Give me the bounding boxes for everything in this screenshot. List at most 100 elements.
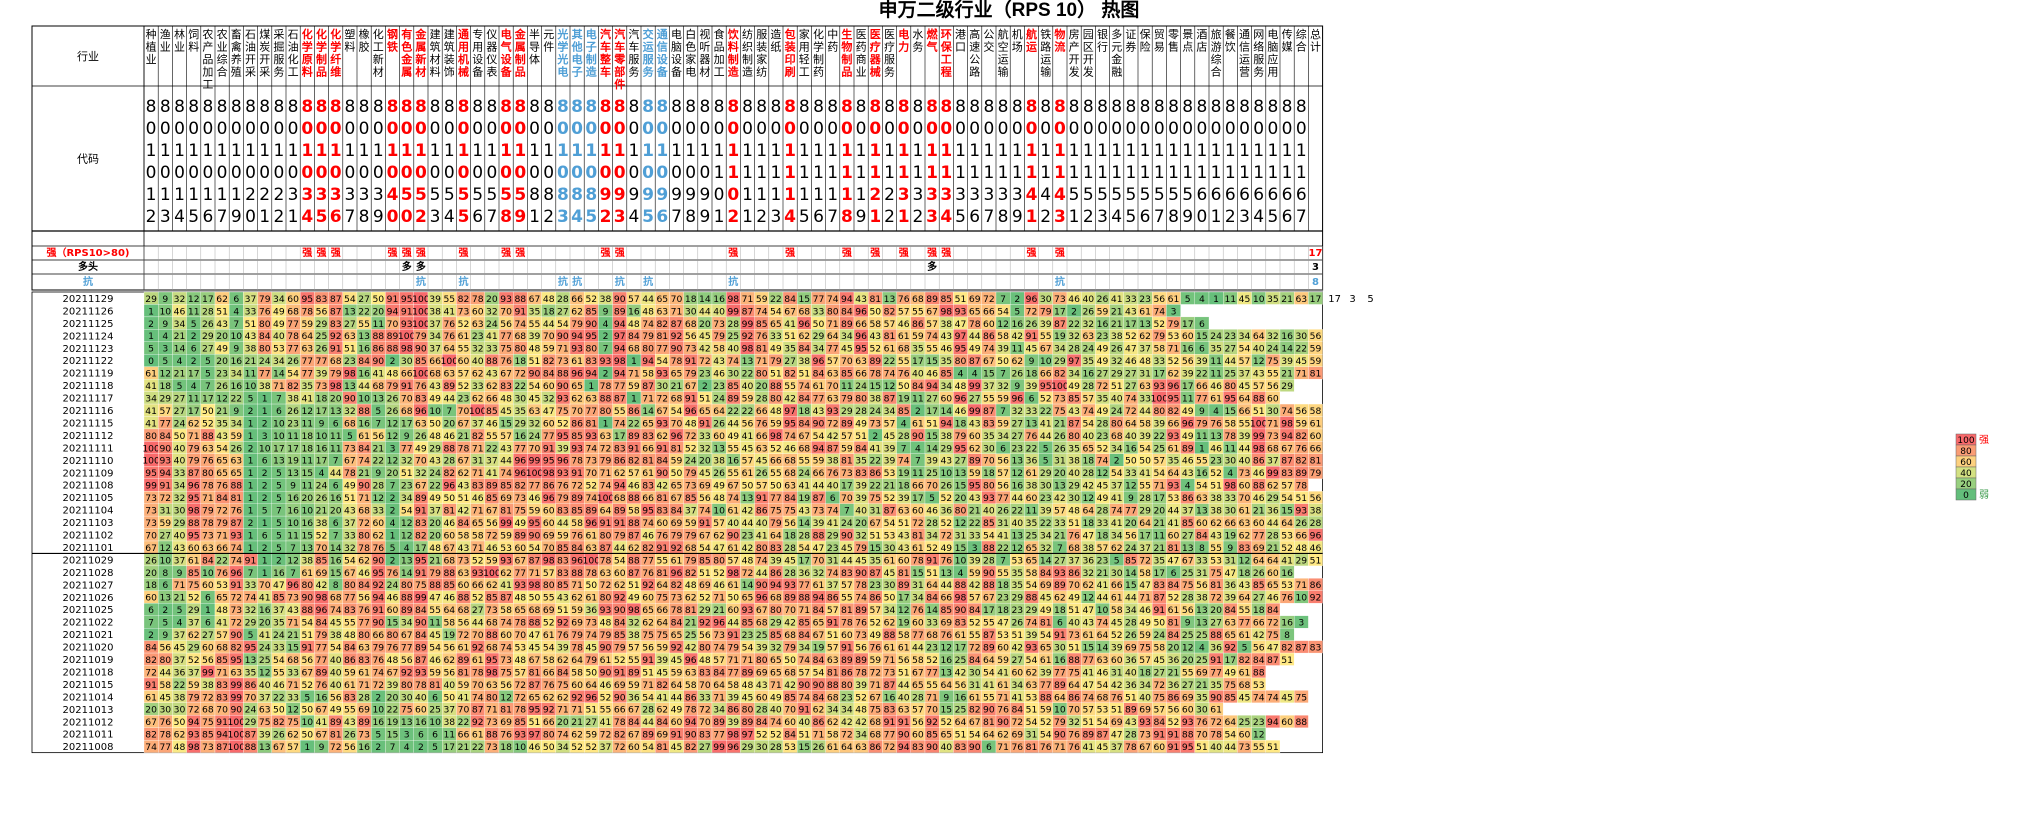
cell-value: 67 xyxy=(145,543,157,554)
cell-value: 36 xyxy=(1267,506,1279,517)
cell-value: 63 xyxy=(230,456,242,467)
code-digit: 0 xyxy=(1097,119,1108,139)
cell-value: 54 xyxy=(216,443,228,454)
code-digit: 1 xyxy=(1154,141,1165,161)
cell-value: 89 xyxy=(614,506,626,517)
cell-value: 51 xyxy=(458,493,470,504)
industry-name-char: 筑 xyxy=(430,40,441,54)
cell-value: 11 xyxy=(912,393,924,404)
cell-value: 42 xyxy=(1054,493,1066,504)
code-digit: 7 xyxy=(344,207,355,227)
cell-value: 52 xyxy=(1281,543,1293,554)
code-digit: 1 xyxy=(514,141,526,161)
cell-value: 41 xyxy=(301,393,313,404)
industry-name-char: 备 xyxy=(500,65,513,79)
cell-value: 44 xyxy=(543,319,555,330)
cell-value: 72 xyxy=(600,443,612,454)
industry-name-char: 零 xyxy=(613,53,626,66)
code-digit: 8 xyxy=(1111,97,1122,117)
cell-value: 70 xyxy=(145,530,157,541)
cell-value: 83 xyxy=(1153,580,1165,591)
cell-value: 79 xyxy=(429,568,441,579)
cell-value: 90 xyxy=(372,555,384,566)
cell-value: 51 xyxy=(628,580,640,591)
code-digit: 8 xyxy=(1182,97,1193,117)
cell-value: 60 xyxy=(472,306,484,317)
cell-value: 62 xyxy=(1082,580,1094,591)
code-digit: 1 xyxy=(188,185,199,205)
code-digit: 6 xyxy=(330,207,342,227)
cell-value: 54 xyxy=(529,543,541,554)
cell-value: 32 xyxy=(855,530,867,541)
cell-value: 35 xyxy=(1026,518,1038,529)
cell-value: 87 xyxy=(671,319,683,330)
cell-value: 94 xyxy=(813,443,825,454)
cell-value: 88 xyxy=(628,518,640,529)
cell-value: 97 xyxy=(955,331,967,342)
cell-value: 84 xyxy=(813,369,825,380)
cell-value: 11 xyxy=(330,443,342,454)
industry-name-char: 力 xyxy=(898,40,909,54)
cell-value: 74 xyxy=(1281,406,1293,417)
cell-value: 96 xyxy=(571,555,583,566)
cell-value: 81 xyxy=(230,493,242,504)
cell-value: 94 xyxy=(940,418,952,429)
cell-value: 11 xyxy=(1210,369,1222,380)
cell-value: 89 xyxy=(869,356,881,367)
cell-value: 28 xyxy=(372,481,384,492)
code-digit: 0 xyxy=(330,119,342,139)
cell-value: 74 xyxy=(727,356,739,367)
code-digit: 8 xyxy=(529,97,540,117)
cell-value: 41 xyxy=(145,381,157,392)
cell-value: 60 xyxy=(458,356,470,367)
cell-value: 67 xyxy=(344,456,356,467)
cell-value: 54 xyxy=(287,369,299,380)
cell-value: 78 xyxy=(912,555,924,566)
industry-name-char: 铁 xyxy=(1040,28,1051,41)
cell-value: 88 xyxy=(1253,393,1265,404)
cell-value: 77 xyxy=(614,381,626,392)
cell-value: 78 xyxy=(571,456,583,467)
code-digit: 2 xyxy=(259,185,270,205)
cell-value: 56 xyxy=(358,593,370,604)
cell-value: 71 xyxy=(571,580,583,591)
cell-value: 71 xyxy=(529,568,541,579)
cell-value: 17 xyxy=(202,393,214,404)
bull-mark: 多 xyxy=(402,260,412,273)
cell-value: 37 xyxy=(429,344,441,355)
cell-value: 79 xyxy=(955,431,967,442)
cell-value: 95 xyxy=(1040,381,1052,392)
cell-value: 98 xyxy=(727,294,739,305)
cell-value: 22 xyxy=(742,406,754,417)
cell-value: 63 xyxy=(855,356,867,367)
cell-value: 98 xyxy=(529,580,541,591)
cell-value: 43 xyxy=(1125,306,1137,317)
cell-value: 13 xyxy=(273,456,285,467)
cell-value: 58 xyxy=(472,530,484,541)
cell-value: 88 xyxy=(770,381,782,392)
industry-name-char: 发 xyxy=(1069,65,1080,79)
cell-value: 58 xyxy=(458,530,470,541)
cell-value: 90 xyxy=(159,443,171,454)
code-digit: 1 xyxy=(288,207,299,227)
cell-value: 73 xyxy=(145,506,157,517)
code-digit: 1 xyxy=(756,141,767,161)
cell-value: 60 xyxy=(372,518,384,529)
cell-value: 86 xyxy=(1310,580,1322,591)
cell-value: 65 xyxy=(770,319,782,330)
code-digit: 6 xyxy=(1296,185,1307,205)
industry-name-char: 环 xyxy=(941,28,952,41)
cell-value: 89 xyxy=(486,481,498,492)
industry-name-char: 饮 xyxy=(1225,41,1236,54)
industry-name-char: 高 xyxy=(969,27,980,41)
code-digit: 8 xyxy=(1026,97,1038,117)
cell-value: 96 xyxy=(1026,294,1038,305)
cell-value: 82 xyxy=(458,294,470,305)
industry-name-char: 工 xyxy=(799,66,810,79)
cell-value: 59 xyxy=(841,443,853,454)
cell-value: 99 xyxy=(1267,468,1279,479)
cell-value: 80 xyxy=(543,580,555,591)
cell-value: 30 xyxy=(884,543,896,554)
code-digit: 1 xyxy=(1211,141,1222,161)
code-digit: 4 xyxy=(1026,185,1038,205)
